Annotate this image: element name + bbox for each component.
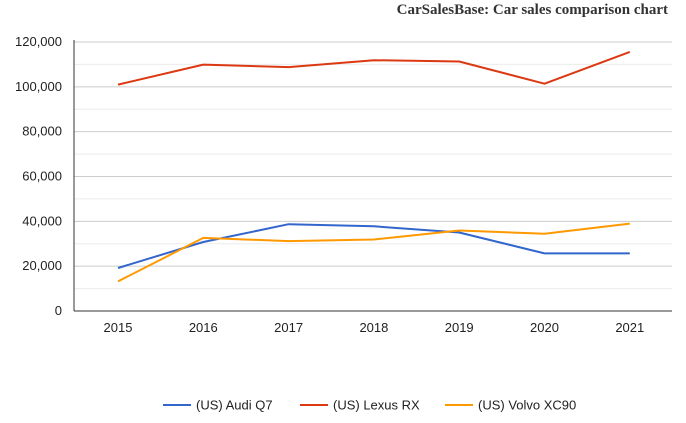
x-tick-label: 2019 (445, 320, 474, 335)
data-point[interactable] (457, 60, 461, 64)
x-tick-label: 2020 (530, 320, 559, 335)
data-point[interactable] (287, 222, 291, 226)
series-line-1[interactable] (118, 52, 630, 85)
data-point[interactable] (287, 65, 291, 69)
legend-label: (US) Lexus RX (333, 398, 420, 413)
y-tick-label: 60,000 (22, 169, 62, 184)
data-point[interactable] (116, 279, 120, 283)
legend: (US) Audi Q7 (US) Lexus RX (US) Volvo XC90 (163, 398, 576, 413)
data-point[interactable] (628, 50, 632, 54)
data-point[interactable] (201, 236, 205, 240)
data-point[interactable] (628, 251, 632, 255)
data-point[interactable] (372, 58, 376, 62)
y-tick-label: 40,000 (22, 213, 62, 228)
axes (74, 40, 672, 311)
y-tick-label: 120,000 (15, 34, 62, 49)
x-tick-label: 2016 (189, 320, 218, 335)
legend-item[interactable]: (US) Volvo XC90 (445, 398, 576, 413)
data-point[interactable] (543, 251, 547, 255)
y-tick-label: 20,000 (22, 258, 62, 273)
legend-item[interactable]: (US) Audi Q7 (163, 398, 273, 413)
x-tick-label: 2015 (104, 320, 133, 335)
y-axis-tick-labels: 0 20,000 40,000 60,000 80,000 100,000 120,000 (15, 34, 62, 318)
legend-label: (US) Volvo XC90 (478, 398, 576, 413)
data-point[interactable] (201, 63, 205, 67)
data-point[interactable] (543, 232, 547, 236)
x-tick-label: 2021 (615, 320, 644, 335)
data-point[interactable] (287, 239, 291, 243)
data-point[interactable] (543, 82, 547, 86)
data-point[interactable] (116, 266, 120, 270)
y-tick-label: 80,000 (22, 124, 62, 139)
x-tick-label: 2017 (274, 320, 303, 335)
data-point[interactable] (201, 240, 205, 244)
y-tick-label: 100,000 (15, 79, 62, 94)
data-point[interactable] (628, 222, 632, 226)
data-point[interactable] (457, 229, 461, 233)
legend-label: (US) Audi Q7 (196, 398, 273, 413)
series-lines (116, 50, 632, 284)
x-axis-tick-labels: 2015 2016 2017 2018 2019 2020 2021 (104, 320, 645, 335)
legend-item[interactable]: (US) Lexus RX (300, 398, 420, 413)
series-line-0[interactable] (118, 224, 630, 268)
data-point[interactable] (372, 224, 376, 228)
y-tick-label: 0 (55, 303, 62, 318)
grid-lines (74, 42, 672, 289)
data-point[interactable] (372, 237, 376, 241)
line-chart: 020,00040,00060,00080,000100,000120,000 … (0, 0, 686, 423)
data-point[interactable] (116, 83, 120, 87)
x-tick-label: 2018 (359, 320, 388, 335)
